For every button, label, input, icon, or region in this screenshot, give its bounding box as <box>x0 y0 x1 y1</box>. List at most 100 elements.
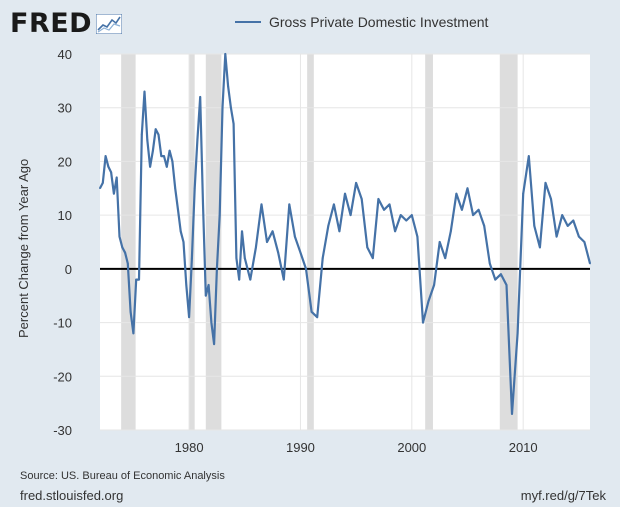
data-point <box>360 198 363 200</box>
data-point <box>224 53 227 55</box>
data-point <box>371 257 374 260</box>
data-point <box>138 278 140 281</box>
data-point <box>561 214 564 217</box>
data-point <box>383 208 385 211</box>
data-point <box>154 128 157 131</box>
data-point <box>157 133 160 136</box>
data-point <box>344 192 346 195</box>
fred-logo[interactable]: FRED <box>10 8 123 39</box>
y-tick-label: 30 <box>58 101 72 116</box>
data-point <box>583 241 586 243</box>
data-point <box>132 332 135 335</box>
data-point <box>438 241 441 243</box>
data-point <box>310 310 313 313</box>
data-point <box>140 133 143 136</box>
data-point <box>422 321 424 324</box>
data-point <box>185 284 188 286</box>
y-tick-labels: -30 -20 -10 0 10 20 30 40 <box>53 47 72 438</box>
y-tick-label: 10 <box>58 208 72 223</box>
short-url-link[interactable]: myf.red/g/7Tek <box>520 488 606 503</box>
data-point <box>202 203 204 206</box>
data-point <box>527 155 530 157</box>
data-point <box>410 214 413 217</box>
y-tick-label: -20 <box>53 369 72 384</box>
data-point <box>163 155 165 157</box>
data-point <box>271 230 274 233</box>
data-point <box>399 214 402 217</box>
data-point <box>249 278 252 281</box>
data-point <box>332 203 335 206</box>
data-point <box>126 262 129 265</box>
data-point <box>472 214 474 217</box>
data-point <box>555 235 558 238</box>
data-point <box>338 230 341 233</box>
data-point <box>115 176 118 179</box>
x-tick-label: 1990 <box>286 440 315 455</box>
data-point <box>149 165 152 168</box>
data-point <box>277 251 280 254</box>
data-point <box>218 214 221 217</box>
x-tick-label: 2010 <box>509 440 538 455</box>
recession-band <box>307 54 314 430</box>
data-point <box>488 262 491 265</box>
x-tick-label: 1980 <box>175 440 204 455</box>
data-point <box>394 230 397 233</box>
data-point <box>505 284 508 286</box>
data-point <box>99 187 101 190</box>
data-point <box>550 198 552 200</box>
y-tick-label: -10 <box>53 316 72 331</box>
legend-label: Gross Private Domestic Investment <box>269 14 489 30</box>
data-point <box>238 278 241 281</box>
data-point <box>151 149 154 152</box>
data-point <box>293 235 296 238</box>
data-point <box>213 343 216 345</box>
data-point <box>282 278 285 281</box>
data-point <box>416 235 419 238</box>
data-point <box>204 294 207 297</box>
y-tick-label: 20 <box>58 154 72 169</box>
data-point <box>129 310 132 313</box>
data-point <box>182 241 185 243</box>
data-point <box>107 165 110 168</box>
data-point <box>433 284 435 286</box>
data-point <box>427 300 430 302</box>
data-point <box>113 192 115 195</box>
source-note: Source: US. Bureau of Economic Analysis <box>20 470 225 482</box>
data-point <box>494 278 497 281</box>
recession-band <box>499 54 518 430</box>
data-point <box>174 187 177 190</box>
legend-swatch <box>235 21 261 23</box>
data-point <box>229 106 232 109</box>
data-point <box>477 208 480 211</box>
data-point <box>533 224 536 227</box>
data-point <box>444 257 447 260</box>
recession-band <box>121 54 136 430</box>
data-point <box>349 214 352 217</box>
data-point <box>316 316 319 319</box>
data-point <box>221 106 224 109</box>
data-point <box>168 149 171 152</box>
data-point <box>160 155 163 157</box>
data-point <box>544 182 547 184</box>
data-point <box>207 284 210 286</box>
data-point <box>193 187 196 190</box>
data-point <box>466 187 469 190</box>
data-point <box>121 246 124 249</box>
data-point <box>199 96 202 98</box>
data-point <box>171 160 174 163</box>
data-point <box>366 246 369 249</box>
site-link[interactable]: fred.stlouisfed.org <box>20 488 124 503</box>
data-point <box>232 122 235 125</box>
data-point <box>522 192 525 195</box>
data-point <box>260 203 263 206</box>
data-point <box>101 182 104 184</box>
x-tick-label: 2000 <box>397 440 426 455</box>
data-point <box>190 257 193 260</box>
data-point <box>321 257 324 260</box>
data-point <box>104 155 107 157</box>
data-point <box>483 224 486 227</box>
data-point <box>135 278 138 281</box>
y-tick-label: -30 <box>53 423 72 438</box>
data-point <box>235 257 238 260</box>
data-point <box>566 224 569 227</box>
